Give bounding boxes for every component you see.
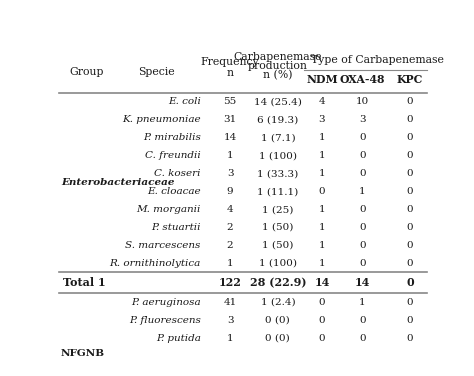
Text: 4: 4 bbox=[319, 97, 325, 106]
Text: 10: 10 bbox=[356, 97, 369, 106]
Text: 14: 14 bbox=[314, 277, 329, 288]
Text: 0: 0 bbox=[407, 151, 413, 160]
Text: NDM: NDM bbox=[306, 74, 337, 85]
Text: 0: 0 bbox=[359, 259, 365, 268]
Text: 0: 0 bbox=[359, 241, 365, 250]
Text: 0: 0 bbox=[359, 316, 365, 324]
Text: 1 (50): 1 (50) bbox=[262, 241, 293, 250]
Text: 1 (100): 1 (100) bbox=[259, 259, 297, 268]
Text: 31: 31 bbox=[223, 115, 237, 124]
Text: 1: 1 bbox=[319, 133, 325, 142]
Text: KPC: KPC bbox=[397, 74, 423, 85]
Text: 1 (11.1): 1 (11.1) bbox=[257, 187, 299, 196]
Text: 1 (100): 1 (100) bbox=[259, 151, 297, 160]
Text: 55: 55 bbox=[223, 97, 237, 106]
Text: 0: 0 bbox=[407, 115, 413, 124]
Text: 1 (2.4): 1 (2.4) bbox=[261, 298, 295, 307]
Text: 0: 0 bbox=[319, 316, 325, 324]
Text: 14: 14 bbox=[355, 277, 370, 288]
Text: 1: 1 bbox=[227, 259, 233, 268]
Text: 1 (33.3): 1 (33.3) bbox=[257, 169, 299, 178]
Text: P. mirabilis: P. mirabilis bbox=[143, 133, 201, 142]
Text: NFGNB: NFGNB bbox=[61, 349, 105, 358]
Text: P. putida: P. putida bbox=[156, 334, 201, 343]
Text: 1 (7.1): 1 (7.1) bbox=[261, 133, 295, 142]
Text: 0: 0 bbox=[359, 223, 365, 232]
Text: E. coli: E. coli bbox=[168, 97, 201, 106]
Text: 3: 3 bbox=[319, 115, 325, 124]
Text: 1: 1 bbox=[359, 298, 365, 307]
Text: Carbapenemase: Carbapenemase bbox=[234, 52, 322, 62]
Text: 1: 1 bbox=[227, 334, 233, 343]
Text: 14: 14 bbox=[223, 133, 237, 142]
Text: 6 (19.3): 6 (19.3) bbox=[257, 115, 299, 124]
Text: 1: 1 bbox=[319, 259, 325, 268]
Text: 0: 0 bbox=[407, 223, 413, 232]
Text: n (%): n (%) bbox=[263, 70, 292, 80]
Text: Type of Carbapenemase: Type of Carbapenemase bbox=[310, 55, 444, 65]
Text: S. marcescens: S. marcescens bbox=[125, 241, 201, 250]
Text: 0: 0 bbox=[359, 205, 365, 214]
Text: 0: 0 bbox=[407, 205, 413, 214]
Text: 0 (0): 0 (0) bbox=[265, 316, 290, 324]
Text: 1: 1 bbox=[319, 169, 325, 178]
Text: 0: 0 bbox=[407, 133, 413, 142]
Text: 122: 122 bbox=[219, 277, 242, 288]
Text: 0: 0 bbox=[319, 187, 325, 196]
Text: 0: 0 bbox=[319, 334, 325, 343]
Text: C. koseri: C. koseri bbox=[154, 169, 201, 178]
Text: 0: 0 bbox=[406, 277, 414, 288]
Text: 4: 4 bbox=[227, 205, 233, 214]
Text: 0: 0 bbox=[359, 169, 365, 178]
Text: 2: 2 bbox=[227, 241, 233, 250]
Text: 9: 9 bbox=[227, 187, 233, 196]
Text: 0: 0 bbox=[319, 298, 325, 307]
Text: K. pneumoniae: K. pneumoniae bbox=[122, 115, 201, 124]
Text: 1 (25): 1 (25) bbox=[262, 205, 293, 214]
Text: Frequency: Frequency bbox=[201, 57, 259, 67]
Text: 1 (50): 1 (50) bbox=[262, 223, 293, 232]
Text: 3: 3 bbox=[359, 115, 365, 124]
Text: 2: 2 bbox=[227, 223, 233, 232]
Text: 0: 0 bbox=[407, 169, 413, 178]
Text: 1: 1 bbox=[359, 187, 365, 196]
Text: 0: 0 bbox=[407, 298, 413, 307]
Text: OXA-48: OXA-48 bbox=[339, 74, 385, 85]
Text: 0: 0 bbox=[359, 151, 365, 160]
Text: 0: 0 bbox=[359, 133, 365, 142]
Text: n: n bbox=[227, 68, 234, 77]
Text: 0: 0 bbox=[407, 241, 413, 250]
Text: 0: 0 bbox=[407, 259, 413, 268]
Text: 0 (0): 0 (0) bbox=[265, 334, 290, 343]
Text: Total 1: Total 1 bbox=[63, 277, 106, 288]
Text: M. morganii: M. morganii bbox=[137, 205, 201, 214]
Text: P. fluorescens: P. fluorescens bbox=[129, 316, 201, 324]
Text: production: production bbox=[248, 61, 308, 71]
Text: 41: 41 bbox=[223, 298, 237, 307]
Text: 0: 0 bbox=[407, 187, 413, 196]
Text: 0: 0 bbox=[407, 316, 413, 324]
Text: R. ornithinolytica: R. ornithinolytica bbox=[109, 259, 201, 268]
Text: C. freundii: C. freundii bbox=[145, 151, 201, 160]
Text: 3: 3 bbox=[227, 316, 233, 324]
Text: 1: 1 bbox=[319, 151, 325, 160]
Text: 28 (22.9): 28 (22.9) bbox=[250, 277, 306, 288]
Text: P. aeruginosa: P. aeruginosa bbox=[131, 298, 201, 307]
Text: 1: 1 bbox=[319, 241, 325, 250]
Text: 0: 0 bbox=[359, 334, 365, 343]
Text: E. cloacae: E. cloacae bbox=[147, 187, 201, 196]
Text: 1: 1 bbox=[319, 205, 325, 214]
Text: P. stuartii: P. stuartii bbox=[151, 223, 201, 232]
Text: 0: 0 bbox=[407, 334, 413, 343]
Text: 14 (25.4): 14 (25.4) bbox=[254, 97, 302, 106]
Text: Group: Group bbox=[70, 67, 104, 77]
Text: 0: 0 bbox=[407, 97, 413, 106]
Text: 1: 1 bbox=[227, 151, 233, 160]
Text: 3: 3 bbox=[227, 169, 233, 178]
Text: 1: 1 bbox=[319, 223, 325, 232]
Text: Enterobacteriaceae: Enterobacteriaceae bbox=[61, 178, 174, 187]
Text: Specie: Specie bbox=[138, 67, 175, 77]
